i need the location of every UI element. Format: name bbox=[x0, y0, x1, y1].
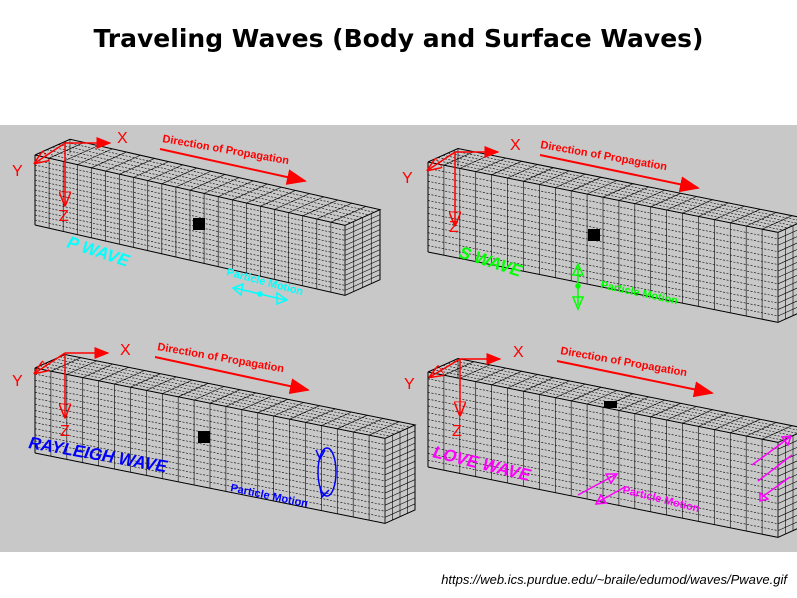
s-wave-label: S WAVE bbox=[457, 243, 525, 281]
s-wave-marker-cell bbox=[588, 229, 600, 241]
rayleigh-wave-label: RAYLEIGH WAVE bbox=[27, 433, 169, 476]
s-wave-motion-arrow bbox=[571, 262, 585, 311]
z-axis-label: Z bbox=[452, 423, 462, 440]
rayleigh-wave-motion-loop bbox=[315, 447, 337, 499]
x-axis-label: X bbox=[120, 342, 131, 359]
wave-diagram: X Y Z Direction of Propagation P WAVE Pa… bbox=[12, 130, 797, 538]
love-wave-label: LOVE WAVE bbox=[431, 442, 533, 485]
p-wave-motion-arrow bbox=[231, 282, 289, 306]
page-title: Traveling Waves (Body and Surface Waves) bbox=[93, 24, 704, 53]
y-axis-label: Y bbox=[12, 373, 23, 390]
y-axis-label: Y bbox=[12, 163, 23, 180]
p-wave-label: P WAVE bbox=[65, 233, 133, 271]
propagation-label: Direction of Propagation bbox=[161, 133, 290, 167]
p-wave-marker-cell bbox=[193, 218, 205, 230]
rayleigh-wave-axes: X Y Z bbox=[12, 342, 131, 440]
p-wave-particle-motion-label: Particle Motion bbox=[225, 266, 305, 298]
z-axis-label: Z bbox=[59, 208, 69, 225]
love-wave-marker-cell bbox=[604, 401, 617, 408]
z-axis-label: Z bbox=[449, 219, 459, 236]
love-wave-particle-motion-label: Particle Motion bbox=[621, 484, 701, 515]
love-wave-edge-motion bbox=[751, 435, 793, 502]
p-wave-panel: X Y Z Direction of Propagation P WAVE Pa… bbox=[12, 130, 382, 306]
love-wave-motion-arrow bbox=[577, 435, 793, 505]
s-wave-block bbox=[427, 147, 797, 323]
s-wave-axes: X Y Z bbox=[402, 137, 521, 236]
s-wave-particle-motion-label: Particle Motion bbox=[599, 279, 679, 307]
love-wave-axes: X Y Z bbox=[404, 344, 524, 440]
x-axis-label: X bbox=[513, 344, 524, 361]
rayleigh-wave-panel: X Y Z Direction of Propagation RAYLEIGH … bbox=[12, 341, 417, 524]
rayleigh-wave-block bbox=[34, 353, 417, 524]
x-axis-label: X bbox=[510, 137, 521, 154]
rayleigh-wave-marker-cell bbox=[198, 431, 210, 443]
love-wave-block bbox=[427, 357, 797, 538]
s-wave-panel: X Y Z Direction of Propagation S WAVE Pa… bbox=[402, 137, 797, 323]
p-wave-axes: X Y Z bbox=[12, 130, 128, 225]
propagation-label: Direction of Propagation bbox=[156, 341, 285, 375]
love-wave-panel: X Y Z Direction of Propagation LOVE WAVE… bbox=[404, 344, 797, 538]
x-axis-label: X bbox=[117, 130, 128, 147]
z-axis-label: Z bbox=[60, 423, 70, 440]
y-axis-label: Y bbox=[404, 376, 415, 393]
source-url: https://web.ics.purdue.edu/~braile/edumo… bbox=[441, 572, 787, 587]
rayleigh-wave-particle-motion-label: Particle Motion bbox=[229, 482, 309, 510]
y-axis-label: Y bbox=[402, 170, 413, 187]
p-wave-block bbox=[34, 138, 382, 296]
